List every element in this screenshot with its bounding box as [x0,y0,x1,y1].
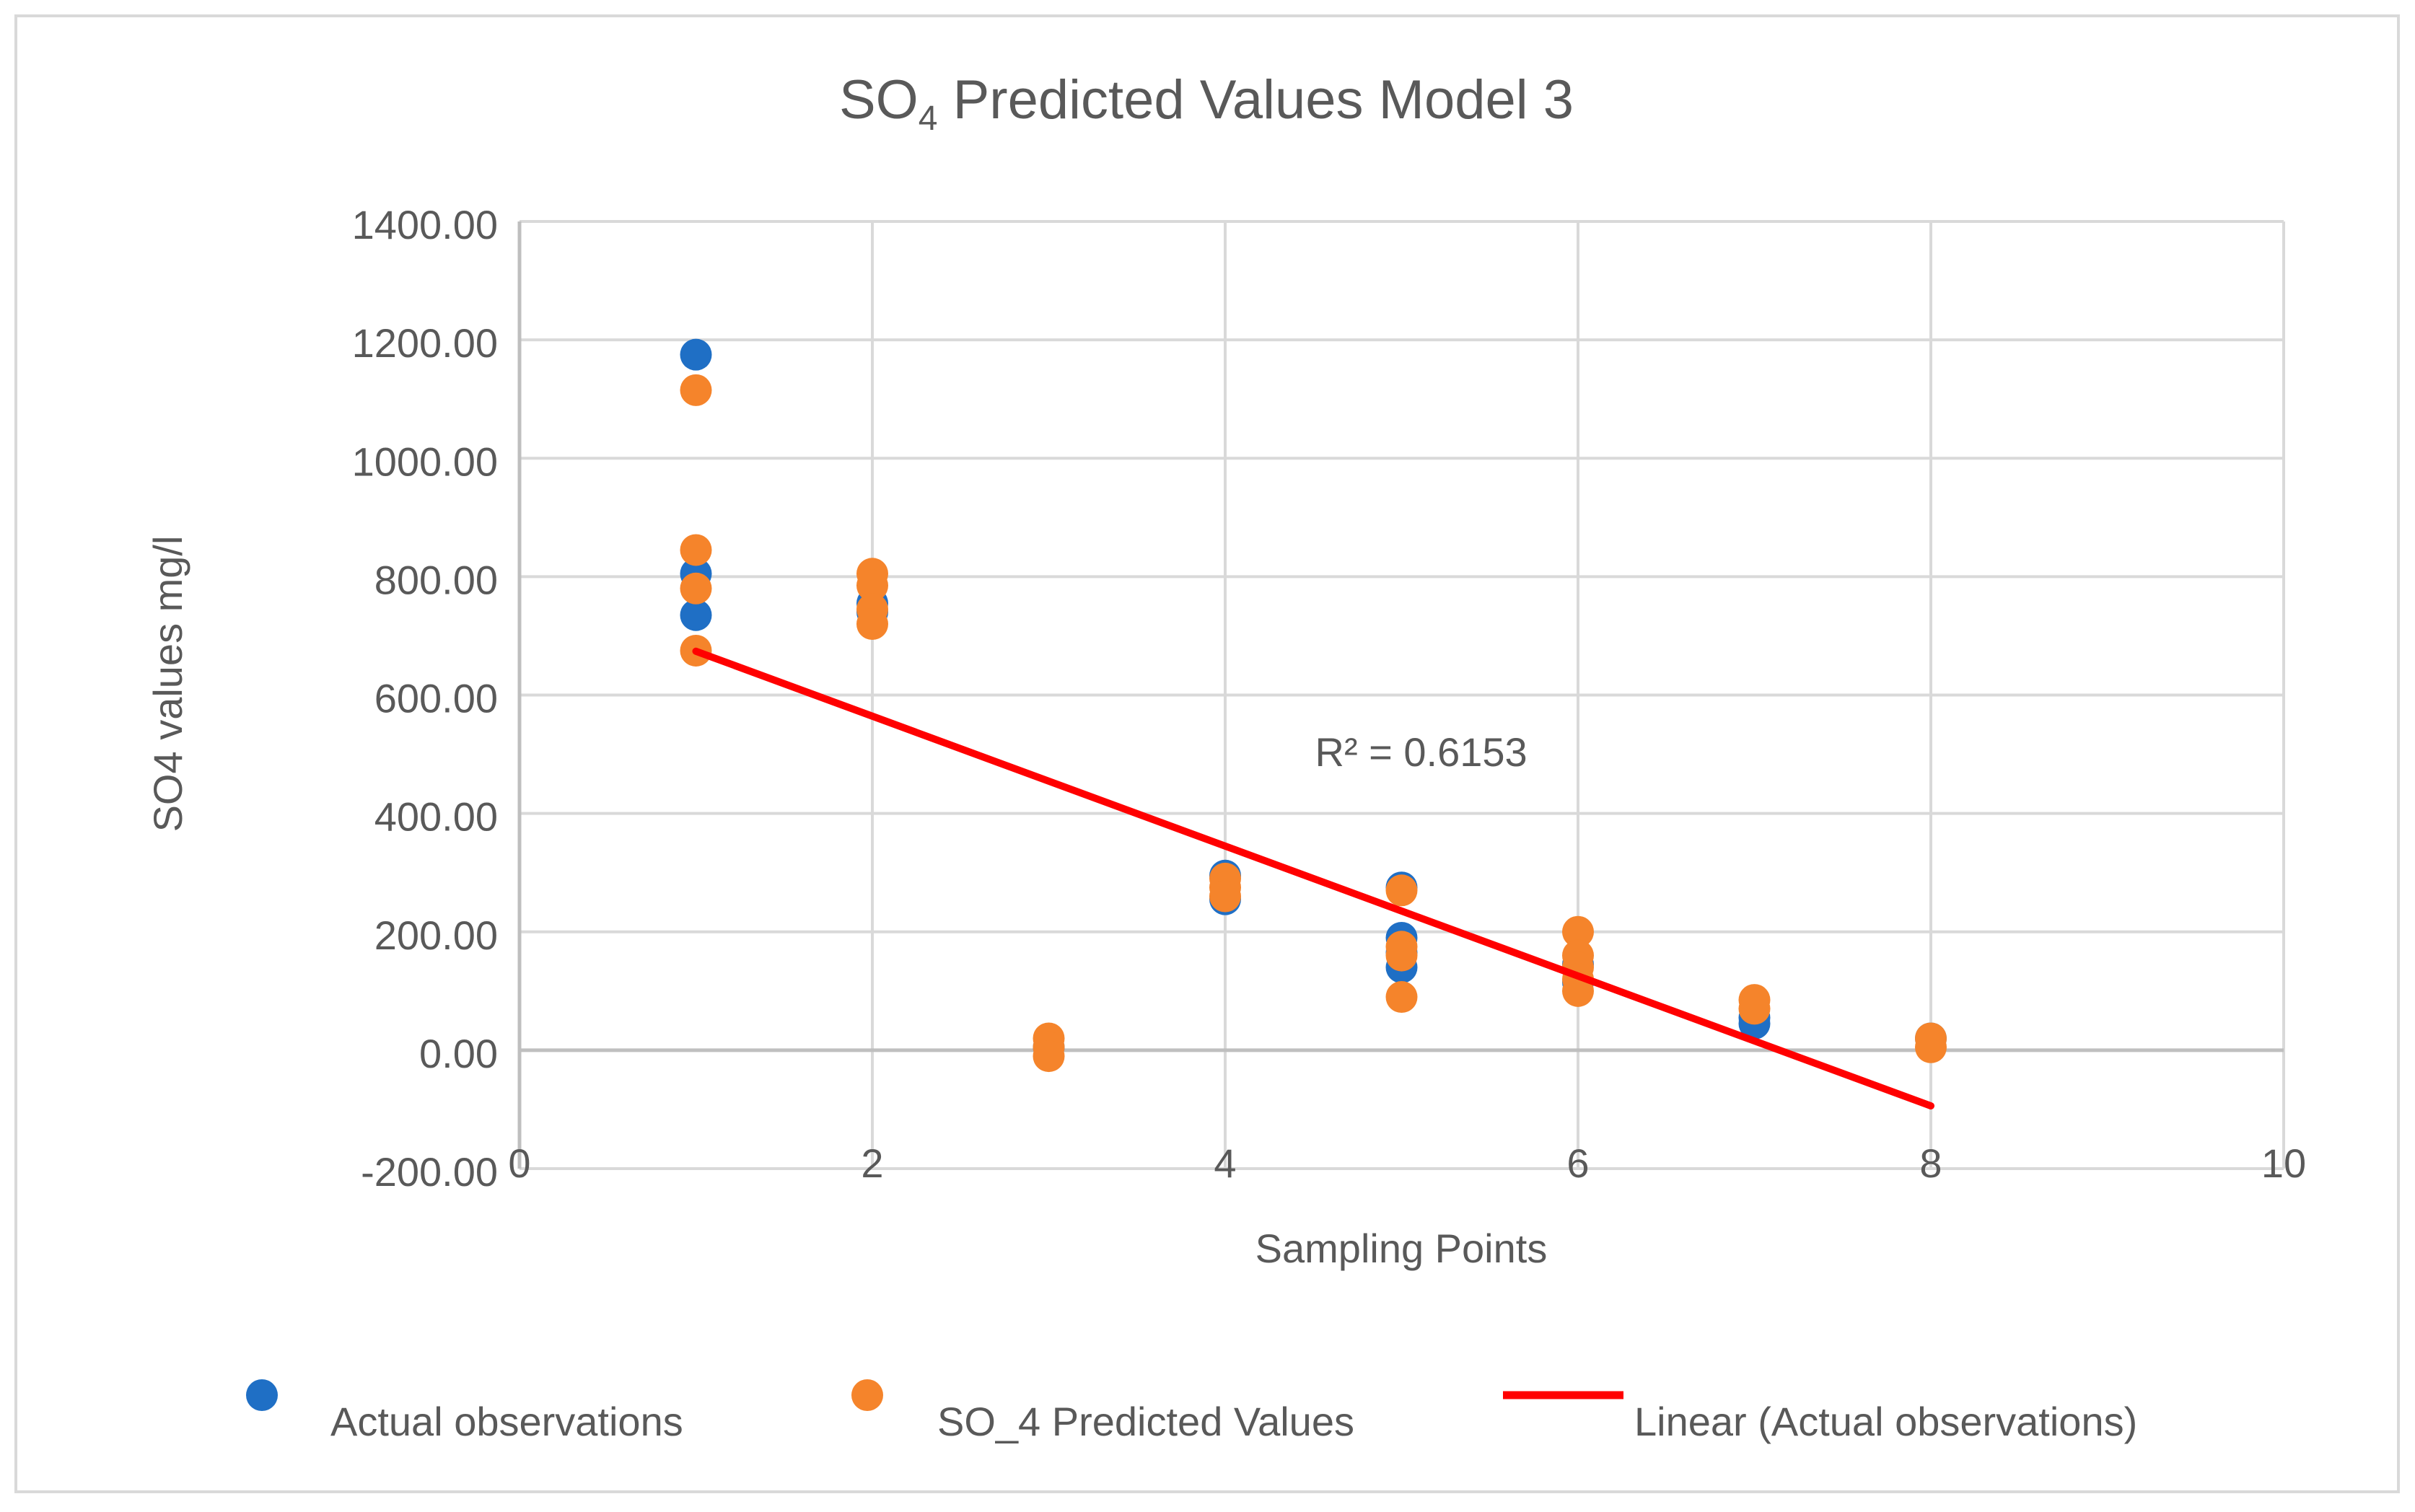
x-tick-label: 8 [1919,1140,1942,1186]
data-point [856,569,888,602]
data-point [1562,915,1594,948]
y-tick-label: -200.00 [361,1149,498,1195]
x-tick-label: 0 [508,1140,530,1186]
tick-label-layer: -200.00 0.00 200.00 400.00 600.00 800.00 1000.… [352,202,2307,1195]
data-point [1209,880,1241,913]
chart-border [14,14,2400,1493]
data-point [680,534,712,566]
data-point [1033,1040,1065,1073]
data-point [680,599,712,631]
legend-label-trend: Linear (Actual observations) [1634,1399,2137,1444]
chart-title: SO4 Predicted Values Model 3 [839,69,1574,138]
legend-label-actual: Actual observations [330,1399,683,1444]
data-point [680,572,712,605]
y-tick-label: 800.00 [374,557,498,602]
data-point [680,338,712,371]
trendline [692,647,1934,1110]
y-tick-label: 600.00 [374,676,498,721]
y-tick-label: 1000.00 [352,439,498,484]
x-tick-label: 2 [861,1140,883,1186]
axis-layer [517,221,2284,1169]
r-squared-label: R² = 0.6153 [1315,729,1528,775]
data-point [856,608,888,641]
data-point [1738,993,1771,1025]
y-tick-label: 0.00 [419,1031,498,1076]
legend-marker-actual [246,1379,278,1411]
data-point [1385,981,1418,1014]
trendline-layer: R² = 0.6153 [692,647,1934,1110]
x-tick-label: 6 [1566,1140,1589,1186]
y-axis-label: SO4 values mg/l [145,536,190,832]
legend-marker-predicted [851,1379,883,1411]
x-axis-label: Sampling Points [1255,1226,1548,1271]
title-subscript: 4 [919,100,938,138]
x-tick-label: 10 [2261,1140,2306,1186]
y-tick-label: 200.00 [374,913,498,958]
legend: Actual observations SO_4 Predicted Value… [246,1379,2137,1444]
data-point [1385,874,1418,907]
y-tick-label: 1400.00 [352,202,498,247]
data-point [1385,939,1418,972]
title-main: SO [839,69,919,131]
legend-label-predicted: SO_4 Predicted Values [937,1399,1354,1444]
y-tick-label: 400.00 [374,794,498,840]
x-tick-label: 4 [1214,1140,1236,1186]
y-tick-label: 1200.00 [352,320,498,366]
series-1 [680,374,1947,1073]
series-layer [680,338,1947,1073]
title-rest: Predicted Values Model 3 [937,69,1574,131]
data-point [680,374,712,406]
data-point [1562,975,1594,1007]
data-point [1915,1031,1947,1063]
